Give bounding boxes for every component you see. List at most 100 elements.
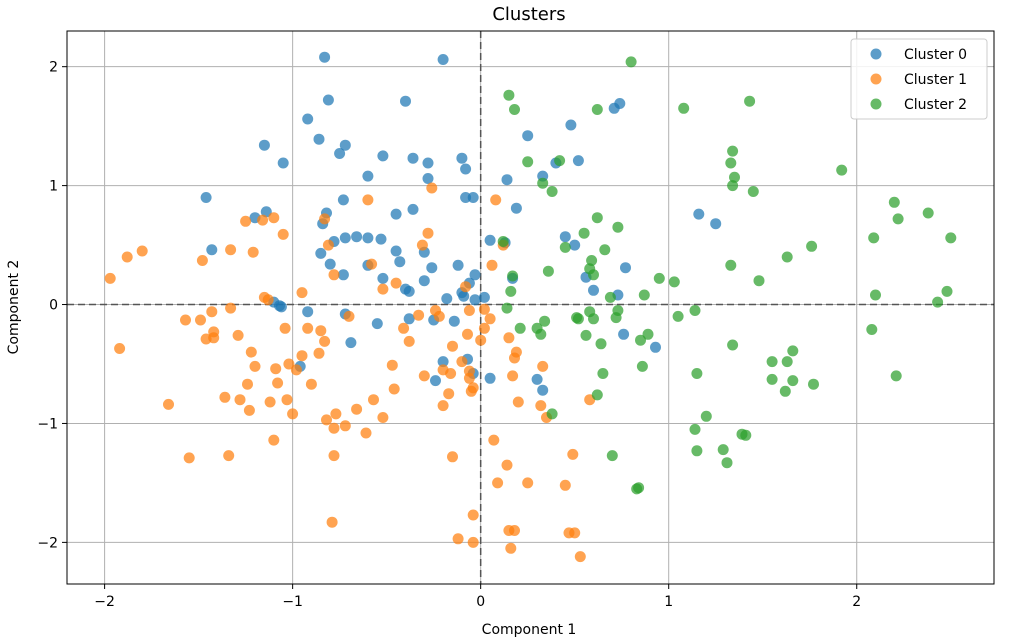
data-point — [537, 360, 549, 372]
data-point — [484, 372, 496, 384]
data-point — [206, 244, 218, 256]
data-point — [319, 51, 331, 63]
data-point — [260, 206, 272, 218]
data-point — [225, 244, 237, 256]
data-point — [571, 312, 583, 324]
data-point — [240, 215, 252, 227]
data-point — [535, 328, 547, 340]
data-point — [458, 290, 470, 302]
data-point — [638, 289, 650, 301]
data-point — [488, 434, 500, 446]
data-point — [296, 287, 308, 299]
data-point — [729, 171, 740, 183]
data-point — [257, 214, 269, 226]
data-point — [689, 423, 701, 435]
data-point — [478, 291, 490, 303]
data-point — [941, 285, 953, 297]
data-point — [321, 414, 332, 426]
data-point — [945, 232, 957, 244]
y-tick-label: −1 — [37, 416, 58, 432]
data-point — [612, 221, 624, 233]
data-point — [206, 306, 218, 318]
data-point — [537, 384, 549, 396]
legend-marker — [870, 73, 882, 85]
data-point — [418, 370, 430, 382]
data-point — [456, 356, 468, 368]
chart-title: Clusters — [492, 4, 565, 25]
data-point — [422, 173, 434, 184]
data-point — [437, 54, 449, 65]
data-point — [328, 422, 340, 434]
data-point — [437, 356, 449, 368]
data-point — [345, 337, 357, 349]
data-point — [868, 232, 880, 244]
data-point — [180, 314, 191, 326]
data-point — [403, 285, 415, 297]
data-point — [456, 152, 468, 164]
data-point — [503, 332, 515, 344]
x-tick-label: 0 — [476, 594, 485, 610]
data-point — [232, 329, 244, 341]
data-point — [394, 256, 406, 268]
data-point — [324, 258, 336, 270]
data-point — [727, 339, 739, 351]
data-point — [326, 516, 338, 528]
data-point — [727, 145, 739, 157]
data-point — [225, 302, 237, 314]
data-point — [588, 313, 599, 325]
data-point — [430, 375, 441, 387]
data-point — [635, 334, 646, 346]
data-point — [478, 303, 490, 315]
data-point — [691, 445, 703, 457]
data-point — [725, 259, 737, 271]
data-point — [509, 104, 520, 115]
x-tick-label: −2 — [94, 594, 115, 610]
data-point — [245, 346, 257, 358]
data-point — [234, 394, 246, 406]
data-point — [375, 233, 387, 245]
data-point — [787, 375, 799, 387]
data-point — [403, 335, 415, 347]
y-tick-label: 0 — [49, 298, 58, 314]
data-point — [512, 396, 524, 408]
data-point — [441, 293, 453, 305]
data-point — [339, 232, 351, 244]
data-point — [362, 232, 374, 244]
data-point — [569, 527, 581, 539]
data-point — [264, 396, 276, 408]
data-point — [469, 269, 481, 281]
data-point — [270, 363, 282, 375]
data-point — [606, 450, 618, 462]
data-point — [467, 382, 479, 394]
data-point — [591, 212, 603, 224]
data-point — [136, 245, 148, 257]
data-point — [272, 377, 284, 389]
data-point — [505, 542, 517, 554]
data-point — [781, 356, 793, 368]
data-point — [377, 150, 389, 162]
data-point — [279, 322, 291, 334]
data-point — [650, 341, 661, 353]
data-point — [447, 451, 458, 463]
data-point — [678, 102, 690, 114]
data-point — [403, 313, 415, 325]
data-point — [467, 192, 479, 203]
data-point — [313, 133, 325, 145]
data-point — [337, 269, 349, 281]
data-point — [390, 277, 402, 289]
data-point — [445, 368, 457, 379]
series-cluster-2 — [497, 56, 957, 495]
data-point — [787, 345, 799, 357]
data-point — [258, 139, 270, 151]
data-point — [443, 388, 455, 400]
data-point — [559, 241, 571, 253]
data-point — [892, 213, 904, 225]
data-point — [328, 450, 340, 462]
data-point — [339, 139, 351, 151]
data-point — [717, 444, 729, 456]
data-point — [497, 236, 509, 247]
data-point — [747, 186, 759, 197]
data-point — [319, 213, 331, 225]
plot-frame — [66, 30, 995, 585]
data-point — [268, 212, 280, 224]
